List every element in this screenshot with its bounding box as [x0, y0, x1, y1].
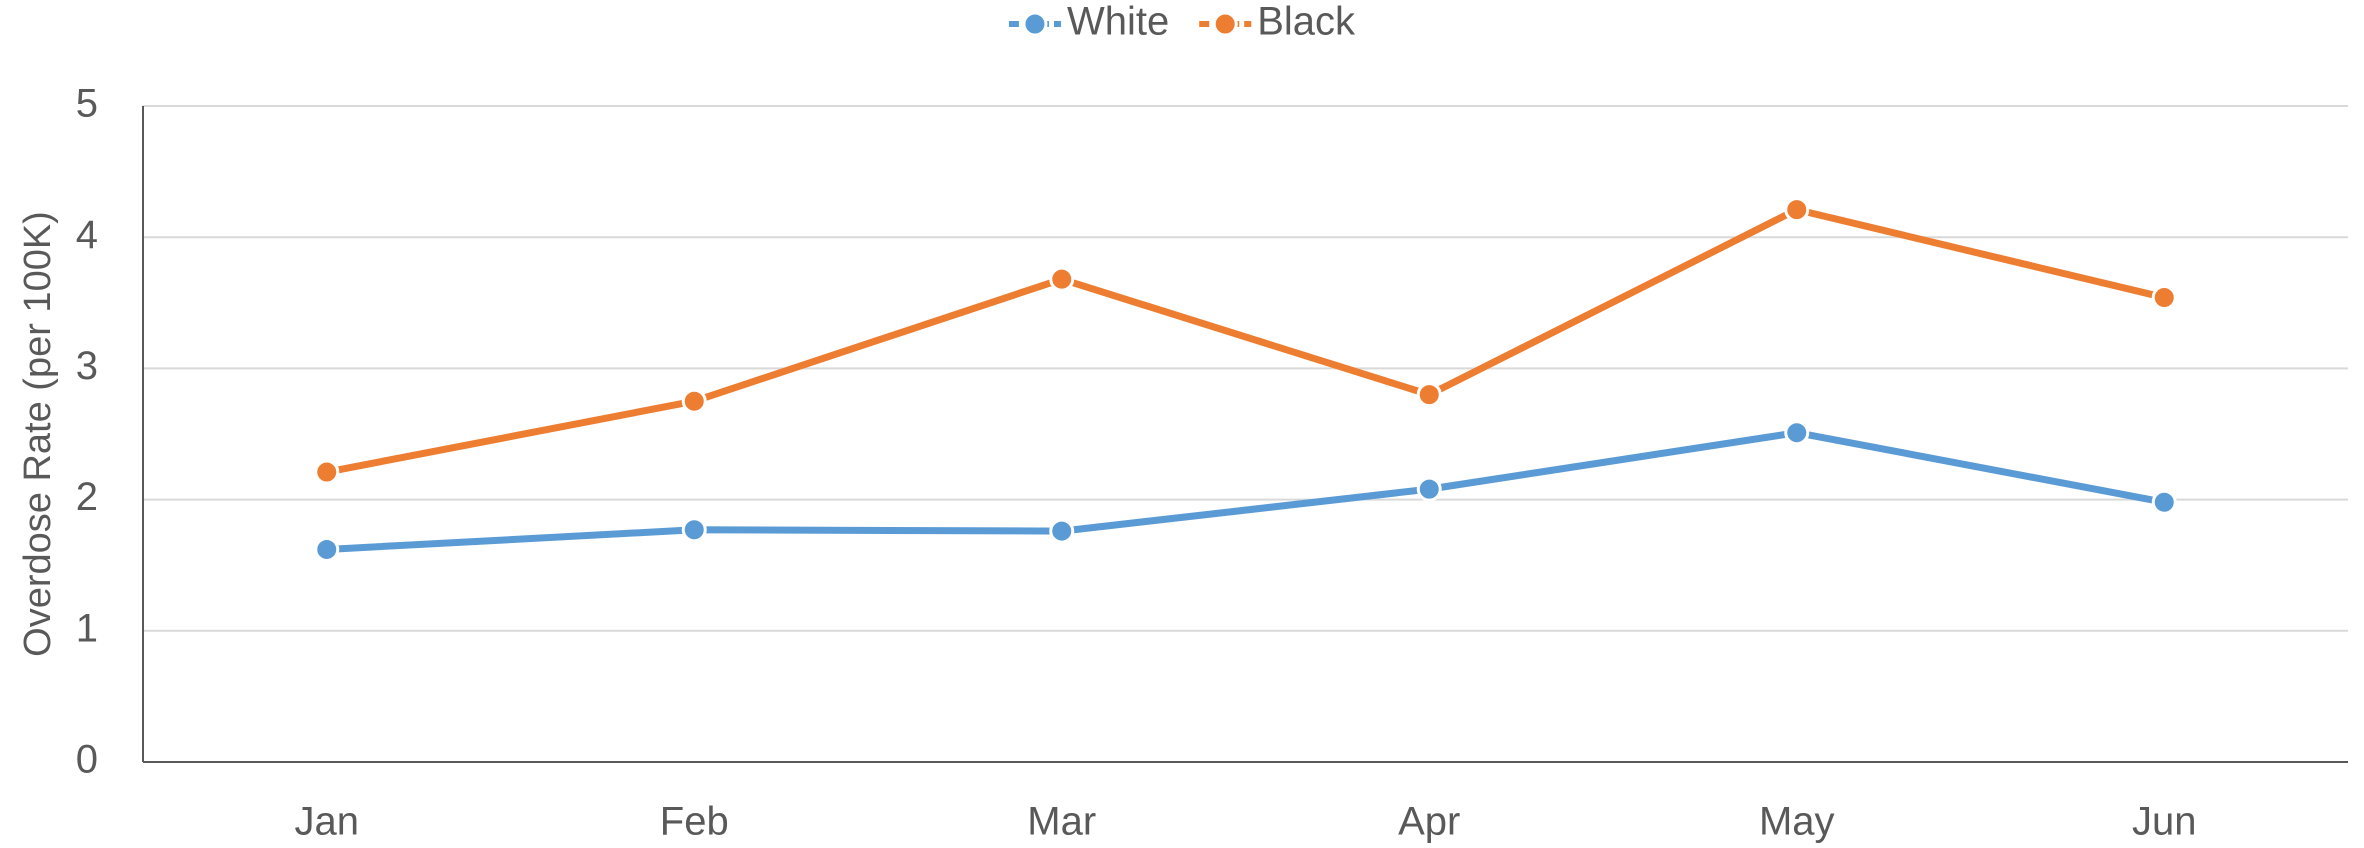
point: [681, 517, 707, 543]
point: [681, 388, 707, 414]
x-tick-label: Jun: [2132, 800, 2197, 844]
x-tick-label: Jan: [295, 800, 360, 844]
point: [2151, 285, 2177, 311]
y-axis-title: Overdose Rate (per 100K): [17, 211, 59, 657]
legend-marker: [1212, 11, 1238, 37]
point: [2151, 489, 2177, 515]
x-tick-label: May: [1759, 800, 1835, 844]
point: [314, 459, 340, 485]
legend-label: Black: [1257, 0, 1356, 44]
point: [1784, 197, 1810, 223]
legend-entry: Black: [1199, 0, 1356, 44]
point: [1416, 382, 1442, 408]
y-tick-label: 0: [76, 738, 98, 782]
y-tick-label: 1: [76, 606, 98, 650]
y-tick-label: 5: [76, 82, 98, 126]
point: [314, 536, 340, 562]
series-line: [326, 206, 2166, 476]
y-tick-label: 3: [76, 344, 98, 388]
y-tick-label: 4: [76, 213, 98, 257]
x-tick-label: Apr: [1398, 800, 1460, 844]
legend-marker: [1022, 11, 1048, 37]
x-tick-label: Feb: [660, 800, 729, 844]
point: [1416, 476, 1442, 502]
point: [1049, 518, 1075, 544]
series-line: [326, 429, 2165, 553]
point: [1049, 266, 1075, 292]
legend-label: White: [1067, 0, 1169, 44]
legend-entry: White: [1008, 0, 1169, 44]
point: [1784, 420, 1810, 446]
x-tick-label: Mar: [1027, 800, 1096, 844]
y-tick-label: 2: [76, 475, 98, 519]
legend: White Black: [1008, 0, 1356, 44]
